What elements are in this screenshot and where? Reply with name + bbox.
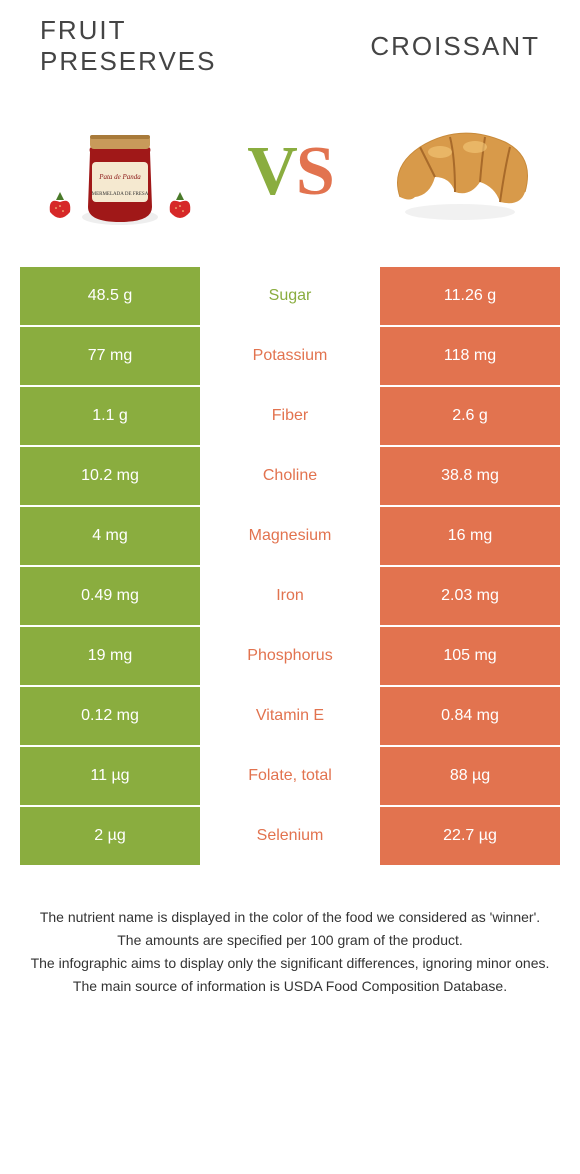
table-row: 10.2 mgCholine38.8 mg (20, 447, 560, 507)
footer-line-4: The main source of information is USDA F… (30, 976, 550, 997)
table-row: 4 mgMagnesium16 mg (20, 507, 560, 567)
nutrient-label: Selenium (200, 807, 380, 865)
right-value: 2.03 mg (380, 567, 560, 625)
food-title-left: FRUIT PRESERVES (40, 15, 290, 77)
nutrient-label: Iron (200, 567, 380, 625)
nutrient-label: Vitamin E (200, 687, 380, 745)
nutrient-label: Folate, total (200, 747, 380, 805)
right-value: 11.26 g (380, 267, 560, 325)
vs-label: VS (247, 132, 333, 212)
right-value: 16 mg (380, 507, 560, 565)
right-value: 118 mg (380, 327, 560, 385)
table-row: 77 mgPotassium118 mg (20, 327, 560, 387)
footer-line-3: The infographic aims to display only the… (30, 953, 550, 974)
nutrient-label: Phosphorus (200, 627, 380, 685)
table-row: 0.12 mgVitamin E0.84 mg (20, 687, 560, 747)
table-row: 2 µgSelenium22.7 µg (20, 807, 560, 867)
nutrient-label: Choline (200, 447, 380, 505)
vs-s: S (296, 133, 333, 210)
left-value: 0.49 mg (20, 567, 200, 625)
left-value: 77 mg (20, 327, 200, 385)
header: FRUIT PRESERVES CROISSANT (0, 0, 580, 87)
footer-line-1: The nutrient name is displayed in the co… (30, 907, 550, 928)
table-row: 48.5 gSugar11.26 g (20, 267, 560, 327)
right-value: 0.84 mg (380, 687, 560, 745)
table-row: 11 µgFolate, total88 µg (20, 747, 560, 807)
nutrient-label: Sugar (200, 267, 380, 325)
left-value: 1.1 g (20, 387, 200, 445)
footer-notes: The nutrient name is displayed in the co… (0, 867, 580, 997)
left-value: 48.5 g (20, 267, 200, 325)
left-value: 19 mg (20, 627, 200, 685)
right-value: 88 µg (380, 747, 560, 805)
left-value: 4 mg (20, 507, 200, 565)
left-value: 10.2 mg (20, 447, 200, 505)
nutrient-label: Magnesium (200, 507, 380, 565)
table-row: 0.49 mgIron2.03 mg (20, 567, 560, 627)
nutrient-table: 48.5 gSugar11.26 g77 mgPotassium118 mg1.… (20, 267, 560, 867)
right-value: 22.7 µg (380, 807, 560, 865)
svg-text:MERMELADA DE FRESA: MERMELADA DE FRESA (92, 192, 149, 197)
nutrient-label: Fiber (200, 387, 380, 445)
left-value: 11 µg (20, 747, 200, 805)
vs-v: V (247, 133, 296, 210)
right-value: 38.8 mg (380, 447, 560, 505)
croissant-image (370, 107, 550, 237)
food-title-right: CROISSANT (290, 31, 540, 62)
nutrient-label: Potassium (200, 327, 380, 385)
left-value: 2 µg (20, 807, 200, 865)
table-row: 1.1 gFiber2.6 g (20, 387, 560, 447)
fruit-preserves-image: Pata de Panda MERMELADA DE FRESA (30, 107, 210, 237)
svg-text:Pata de Panda: Pata de Panda (98, 173, 141, 181)
right-value: 2.6 g (380, 387, 560, 445)
table-row: 19 mgPhosphorus105 mg (20, 627, 560, 687)
right-value: 105 mg (380, 627, 560, 685)
image-row: Pata de Panda MERMELADA DE FRESA VS (0, 87, 580, 267)
left-value: 0.12 mg (20, 687, 200, 745)
footer-line-2: The amounts are specified per 100 gram o… (30, 930, 550, 951)
